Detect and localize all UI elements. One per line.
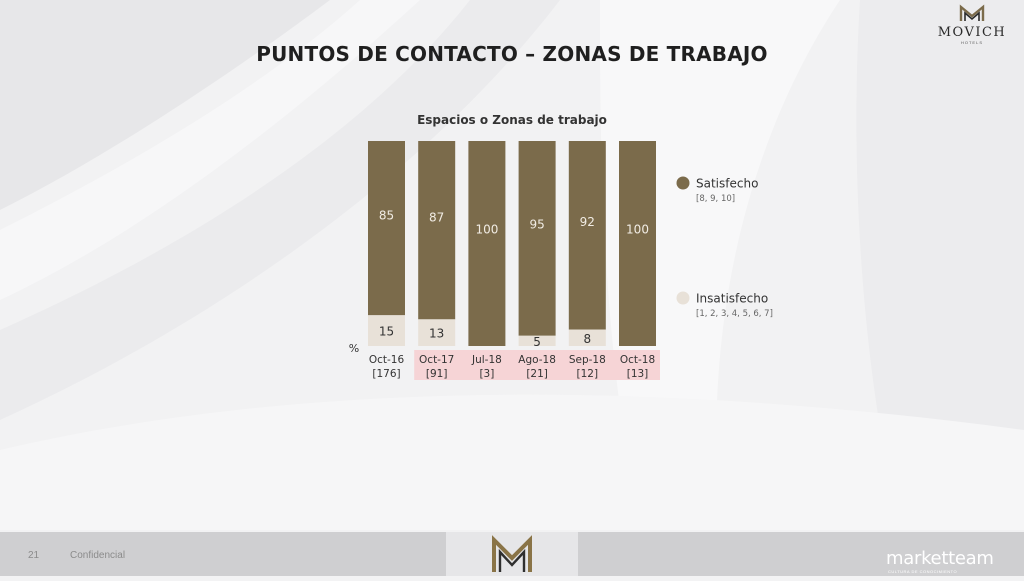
confidential-label: Confidencial xyxy=(70,550,126,561)
legend-swatch-insatisfecho xyxy=(676,291,690,305)
base-size-label-sep-18: [12] xyxy=(577,368,599,380)
marketteam-logo: marketteam xyxy=(886,548,994,569)
tick-label-sep-18: Sep-18 xyxy=(569,354,606,366)
data-label-insatisfecho-ago-18: 5 xyxy=(533,335,541,349)
logo-wordmark: MOVICH xyxy=(937,25,1007,40)
bar-satisfecho-oct-18 xyxy=(619,141,656,346)
data-label-satisfecho-jul-18: 100 xyxy=(475,222,498,236)
tick-label-oct-16: Oct-16 xyxy=(369,354,405,366)
bar-satisfecho-oct-16 xyxy=(368,141,405,316)
chart-title: Espacios o Zonas de trabajo xyxy=(417,113,607,127)
marketteam-tagline: CULTURA DE CONOCIMIENTO xyxy=(888,569,958,574)
bar-satisfecho-ago-18 xyxy=(518,141,556,336)
base-size-label-oct-17: [91] xyxy=(426,368,448,380)
tick-label-oct-17: Oct-17 xyxy=(419,354,454,366)
data-label-insatisfecho-oct-16: 15 xyxy=(379,325,394,339)
base-size-label-ago-18: [21] xyxy=(526,368,548,380)
bar-insatisfecho-ago-18 xyxy=(518,335,556,346)
legend-label-insatisfecho: Insatisfecho xyxy=(696,292,768,306)
data-label-satisfecho-ago-18: 95 xyxy=(529,218,544,232)
legend-range-insatisfecho: [1, 2, 3, 4, 5, 6, 7] xyxy=(696,309,773,319)
data-label-insatisfecho-oct-17: 13 xyxy=(429,327,444,341)
base-size-label-oct-18: [13] xyxy=(627,368,649,380)
page-number: 21 xyxy=(28,550,40,561)
base-size-label-jul-18: [3] xyxy=(479,368,494,380)
data-label-satisfecho-oct-18: 100 xyxy=(626,222,649,236)
legend-range-satisfecho: [8, 9, 10] xyxy=(696,194,735,204)
data-label-insatisfecho-sep-18: 8 xyxy=(583,332,591,346)
tick-label-oct-18: Oct-18 xyxy=(620,354,655,366)
footer-bar: 21 Confidencial xyxy=(0,532,1024,576)
bar-satisfecho-jul-18 xyxy=(468,141,506,346)
movich-emblem-icon xyxy=(959,4,985,21)
bar-satisfecho-oct-17 xyxy=(418,141,456,320)
category-highlight-band xyxy=(414,350,660,380)
data-label-satisfecho-oct-16: 85 xyxy=(379,208,394,222)
bar-insatisfecho-oct-16 xyxy=(368,315,405,346)
data-label-satisfecho-oct-17: 87 xyxy=(429,210,444,224)
base-size-label-oct-16: [176] xyxy=(372,368,400,380)
data-label-satisfecho-sep-18: 92 xyxy=(580,215,595,229)
movich-logo: MOVICH HOTELS xyxy=(932,4,1012,45)
bar-satisfecho-sep-18 xyxy=(568,141,606,330)
bar-insatisfecho-sep-18 xyxy=(568,329,606,346)
bar-insatisfecho-oct-17 xyxy=(418,319,456,346)
tick-label-jul-18: Jul-18 xyxy=(471,354,502,366)
footer-emblem xyxy=(446,532,578,576)
page-title: PUNTOS DE CONTACTO – ZONAS DE TRABAJO xyxy=(256,42,768,66)
legend-swatch-satisfecho xyxy=(676,176,690,190)
y-axis-label: % xyxy=(349,342,359,355)
tick-label-ago-18: Ago-18 xyxy=(518,354,556,366)
movich-footer-emblem-icon xyxy=(492,535,532,572)
logo-subtitle: HOTELS xyxy=(960,40,983,45)
legend-label-satisfecho: Satisfecho xyxy=(696,177,758,191)
